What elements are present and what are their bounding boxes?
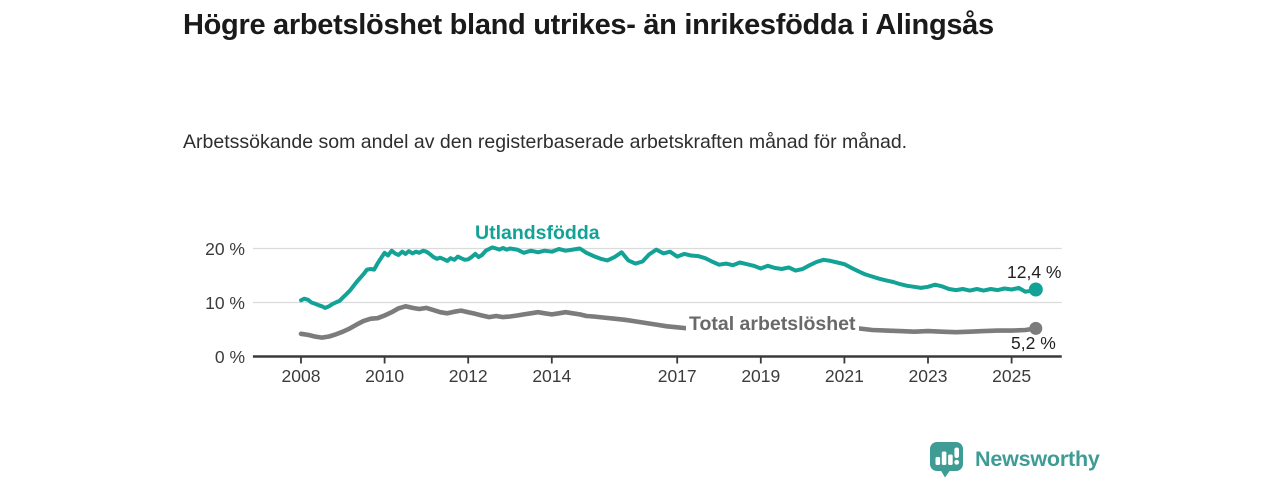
y-tick-label: 0 % (214, 346, 245, 367)
series-line-0 (299, 245, 1038, 310)
x-tick-label: 2023 (908, 366, 948, 386)
x-tick-label: 2019 (741, 366, 781, 386)
chart-title: Högre arbetslöshet bland utrikes- än inr… (183, 9, 994, 41)
series-end-dot-1 (1029, 321, 1043, 335)
x-tick-label: 2017 (657, 366, 697, 386)
end-value-label-total: 5,2 % (1011, 333, 1056, 353)
y-tick-label: 20 % (205, 238, 245, 259)
x-tick-label: 2008 (281, 366, 321, 386)
end-value-label-utlandsfodda: 12,4 % (1007, 262, 1062, 282)
series-end-dot-0 (1028, 282, 1043, 297)
y-tick-label: 10 % (205, 292, 245, 313)
series-label-total-arbetsloshet: Total arbetslöshet (686, 313, 859, 336)
series-line-1 (298, 303, 1039, 340)
chart-subtitle: Arbetssökande som andel av den registerb… (183, 131, 908, 153)
newsworthy-bubble-chart-icon (928, 440, 965, 478)
x-tick-label: 2021 (824, 366, 864, 386)
x-tick-label: 2025 (992, 366, 1032, 386)
newsworthy-logo[interactable]: Newsworthy (928, 440, 1100, 478)
series-label-utlandsfodda: Utlandsfödda (472, 222, 603, 245)
x-tick-label: 2012 (448, 366, 488, 386)
newsworthy-logo-text: Newsworthy (975, 446, 1100, 471)
x-tick-label: 2010 (365, 366, 405, 386)
x-tick-label: 2014 (532, 366, 572, 386)
